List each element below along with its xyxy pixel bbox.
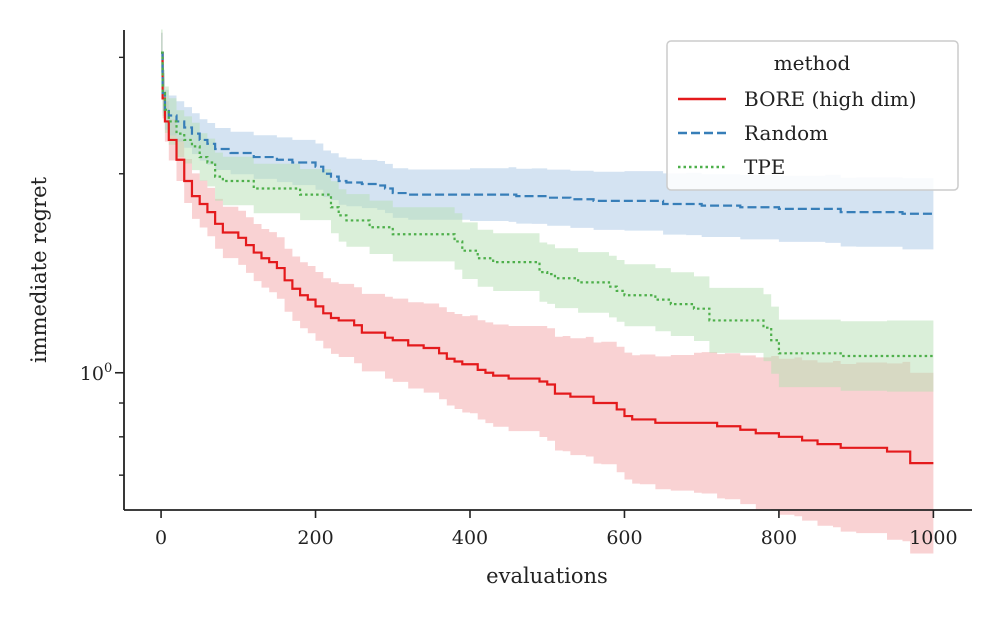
y-tick-label: 100 — [80, 361, 112, 385]
line-random — [161, 51, 934, 215]
x-tick-label: 1000 — [909, 527, 957, 549]
band-tpe — [161, 29, 934, 393]
line-tpe — [161, 51, 934, 358]
x-tick-label: 0 — [155, 527, 167, 549]
legend-label-bore: BORE (high dim) — [744, 87, 917, 111]
x-tick-label: 200 — [297, 527, 333, 549]
x-tick-label: 800 — [761, 527, 797, 549]
legend-box — [666, 40, 959, 191]
y-axis-label: immediate regret — [27, 176, 51, 363]
band-bore-high-dim — [161, 32, 934, 556]
x-tick-label: 600 — [606, 527, 642, 549]
legend-label-tpe: TPE — [744, 155, 785, 179]
axes: 0 200 400 600 800 1000 100 — [80, 30, 972, 549]
x-axis-label: evaluations — [486, 564, 608, 588]
confidence-bands — [161, 29, 934, 556]
legend-title: method — [774, 51, 851, 75]
series-lines — [161, 51, 934, 465]
legend-label-random: Random — [744, 121, 828, 145]
legend: method BORE (high dim) Random TPE — [666, 40, 959, 191]
line-bore-high-dim — [161, 51, 934, 465]
x-tick-label: 400 — [452, 527, 488, 549]
